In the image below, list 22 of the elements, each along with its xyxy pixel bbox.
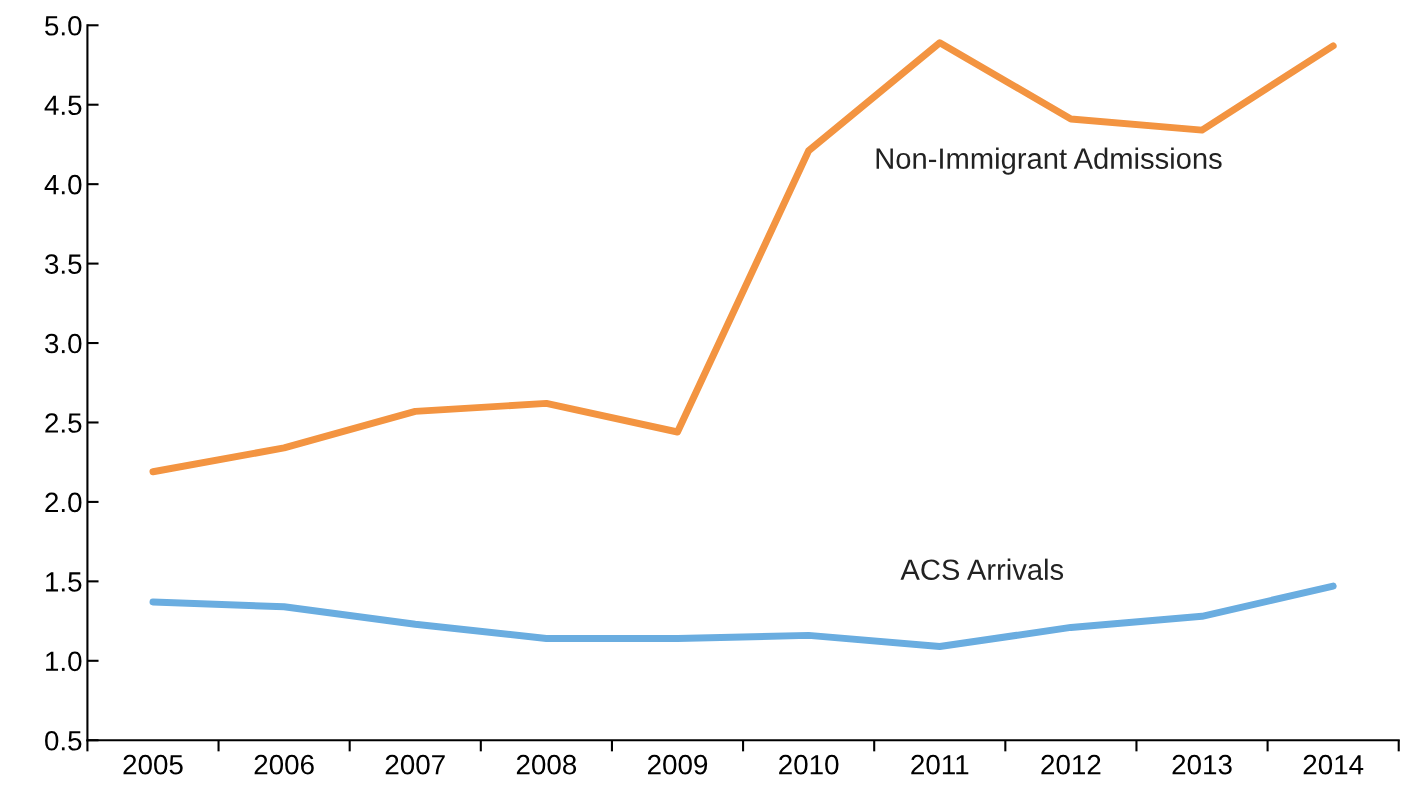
y-tick-label: 1.0: [46, 651, 82, 672]
x-tick-label: 2013: [1172, 754, 1232, 775]
y-tick-label: 1.5: [46, 572, 82, 592]
x-tick-label: 2009: [648, 754, 708, 775]
y-tick-label: 4.0: [44, 174, 82, 195]
x-tick-label: 2011: [911, 754, 969, 775]
x-tick-label: 2012: [1041, 754, 1101, 775]
y-tick-label: 3.5: [45, 254, 82, 274]
series-label: Non-Immigrant Admissions: [876, 147, 1222, 175]
x-tick-label: 2010: [779, 754, 839, 775]
x-tick-label: 2008: [516, 754, 577, 775]
x-tick-label: 2014: [1303, 754, 1364, 775]
x-tick-label: 2005: [123, 754, 183, 775]
y-tick-label: 2.0: [45, 492, 82, 513]
x-tick-label: 2006: [254, 754, 314, 775]
y-tick-label: 0.5: [45, 730, 82, 751]
y-tick-label: 3.0: [45, 333, 82, 354]
y-tick-label: 4.5: [44, 95, 82, 116]
y-tick-label: 2.5: [45, 413, 82, 433]
y-tick-label: 5.0: [45, 15, 82, 36]
x-tick-label: 2007: [385, 754, 445, 775]
series-label: ACS Arrivals: [900, 558, 1064, 581]
